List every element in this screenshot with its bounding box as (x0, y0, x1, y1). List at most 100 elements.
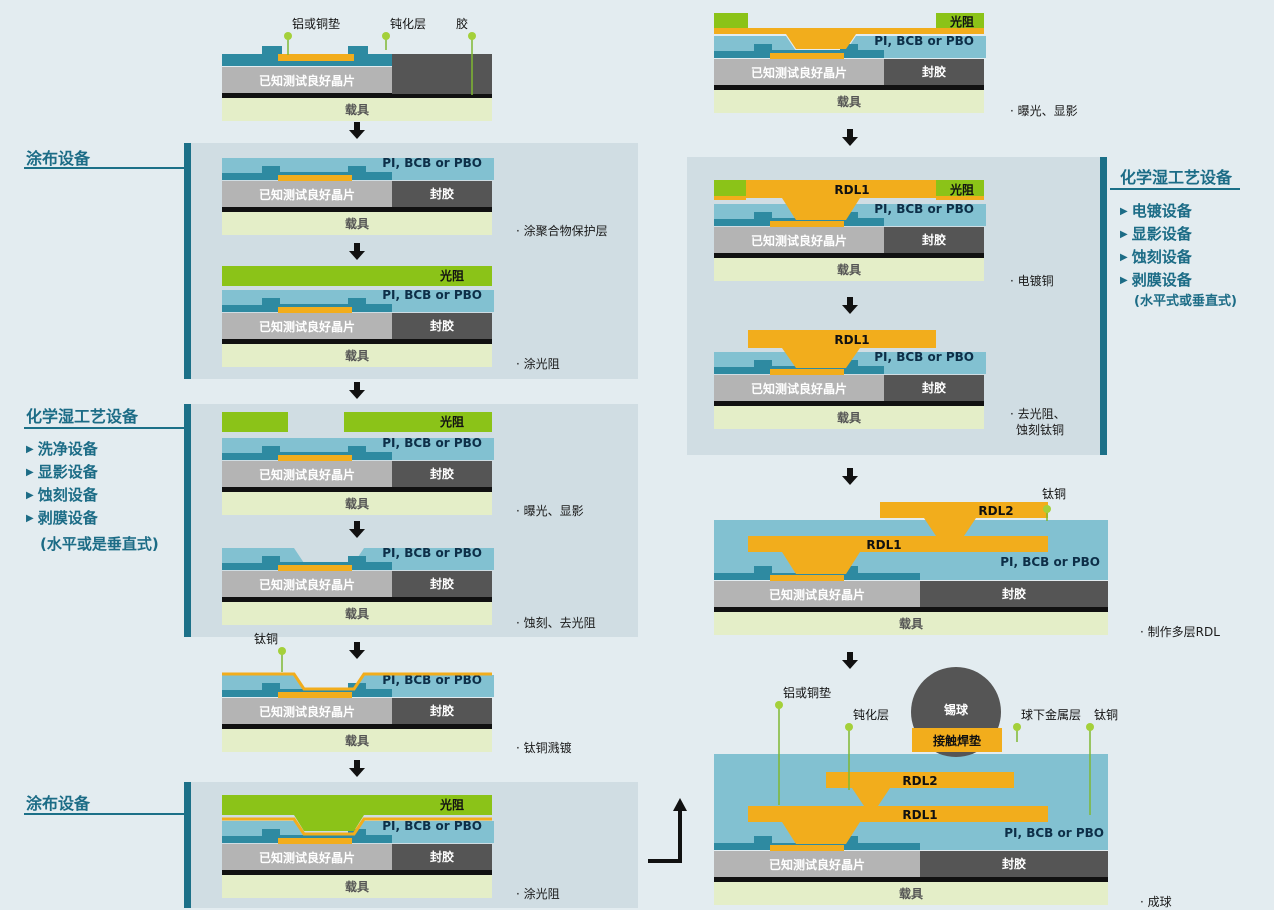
carrier (714, 882, 1108, 905)
carrier (222, 729, 492, 752)
rdl1-copper (748, 536, 1048, 574)
wet-item-2-1: ▶ 显影设备 (1120, 225, 1192, 243)
mold (884, 59, 984, 85)
dielectric-label: PI, BCB or PBO (874, 202, 974, 216)
carrier-edge (714, 877, 1108, 882)
mold-label: 封胶 (922, 380, 946, 395)
step-caption: · 制作多层RDL (1140, 625, 1220, 639)
wet-item-2-3: ▶ 剥膜设备 (1120, 271, 1192, 289)
carrier-edge (222, 487, 492, 492)
passivation-callout-dot (382, 32, 390, 40)
photoresist-label: 光阻 (439, 414, 464, 429)
triangle-bullet-icon: ▶ (1120, 252, 1128, 263)
dielectric-label: PI, BCB or PBO (382, 156, 482, 170)
passivation-step-left (754, 212, 772, 220)
coat-bar-2 (184, 782, 191, 908)
photoresist-label: 光阻 (949, 14, 974, 29)
triangle-bullet-icon: ▶ (26, 444, 34, 455)
ti-cu-seed-right (936, 196, 984, 200)
al-cu-pad (278, 838, 352, 844)
ti-cu-callout-dot (1043, 505, 1051, 513)
step-caption: · 涂光阻 (516, 887, 560, 901)
carrier-edge (714, 607, 1108, 612)
die-label: 已知测试良好晶片 (259, 704, 355, 719)
carrier (714, 612, 1108, 635)
coat-underline-2 (24, 813, 186, 815)
al-cu-pad (278, 175, 352, 181)
mold-label: 封胶 (922, 64, 946, 79)
die (222, 461, 392, 487)
die (714, 59, 884, 85)
die (222, 313, 392, 339)
carrier-edge (714, 85, 984, 90)
photoresist-layer (222, 795, 492, 831)
ti-cu-seed-layer (222, 672, 492, 691)
triangle-bullet-icon: ▶ (1120, 275, 1128, 286)
al-cu-pad-callout-2-dot (775, 701, 783, 709)
rdl2-label: RDL2 (978, 504, 1013, 518)
dielectric-label: PI, BCB or PBO (874, 350, 974, 364)
mold-label: 封胶 (1002, 856, 1026, 871)
passivation-step-left (262, 683, 280, 691)
step-caption: · 钛铜溅镀 (516, 741, 572, 755)
passivation-step-right (348, 298, 366, 306)
triangle-bullet-icon: ▶ (26, 467, 34, 478)
contact-pad-label: 接触焊垫 (933, 733, 981, 748)
passivation-step-left (262, 446, 280, 454)
rdl1-copper (748, 330, 936, 368)
mold (392, 461, 492, 487)
carrier (222, 344, 492, 367)
mold-label: 封胶 (430, 318, 454, 333)
passivation-bump (348, 46, 368, 54)
ti-cu-seed-left (714, 196, 746, 200)
mold-label: 封胶 (430, 849, 454, 864)
die (714, 227, 884, 253)
wet-underline-2 (1110, 188, 1240, 190)
dielectric-label: PI, BCB or PBO (1000, 555, 1100, 569)
passivation-callout-2-label: 钝化层 (853, 708, 889, 722)
die-label: 已知测试良好晶片 (769, 587, 865, 602)
carrier-label: 载具 (345, 348, 369, 363)
die (222, 571, 392, 597)
passivation-step-right (348, 829, 366, 837)
al-cu-pad (278, 565, 352, 571)
mold-label: 封胶 (430, 186, 454, 201)
mold-label: 封胶 (1002, 586, 1026, 601)
passivation-step (840, 566, 858, 574)
ubm-callout-label: 球下金属层 (1021, 707, 1081, 722)
passivation-step (840, 836, 858, 844)
mold-label: 封胶 (922, 232, 946, 247)
wet-item-2-2: ▶ 蚀刻设备 (1120, 248, 1192, 266)
photoresist-label: 光阻 (439, 268, 464, 283)
die (222, 181, 392, 207)
carrier-label: 载具 (837, 262, 861, 277)
ti-cu-callout-label: 钛铜 (254, 631, 278, 646)
al-cu-pad (770, 845, 844, 851)
wet-underline-1 (24, 427, 186, 429)
carrier (714, 406, 984, 429)
passivation-step-left (262, 298, 280, 306)
carrier-label: 载具 (345, 606, 369, 621)
carrier-label: 载具 (899, 616, 923, 631)
wet-item-1-0: ▶ 洗净设备 (26, 440, 98, 458)
rdl1-label: RDL1 (834, 183, 869, 197)
wet-bar-1 (184, 404, 191, 637)
carrier (222, 212, 492, 235)
die (222, 844, 392, 870)
carrier-edge (222, 870, 492, 875)
carrier-edge (222, 207, 492, 212)
wet-bar-2 (1100, 157, 1107, 455)
mold (392, 698, 492, 724)
mold (920, 851, 1108, 877)
die (222, 67, 392, 93)
mold (920, 581, 1108, 607)
passivation-step (754, 836, 772, 844)
carrier (714, 90, 984, 113)
wet-item-2-0: ▶ 电镀设备 (1120, 202, 1192, 220)
passivation-step-right (840, 360, 858, 368)
carrier-edge (714, 401, 984, 406)
